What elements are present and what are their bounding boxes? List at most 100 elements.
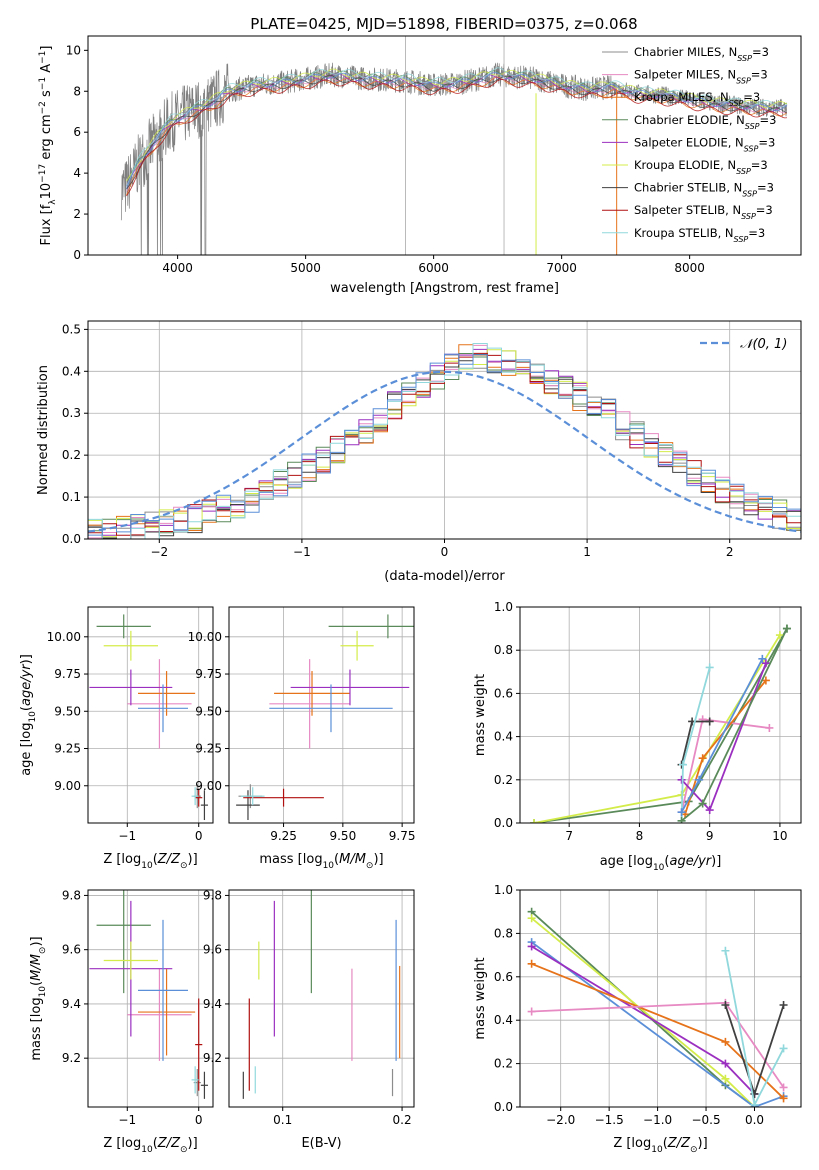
x-tick-label: −2 bbox=[150, 545, 168, 559]
plot-area-weight-vs-Z bbox=[527, 907, 788, 1107]
label-part: age [log bbox=[19, 723, 34, 776]
y-tick-label: 0.4 bbox=[494, 1013, 513, 1027]
label-part: )] bbox=[188, 1136, 198, 1151]
weight-marker bbox=[779, 1083, 788, 1092]
legend-text: Salpeter MILES, N bbox=[634, 68, 736, 82]
y-tick-label: 9.6 bbox=[62, 943, 81, 957]
legend-sub: SSP bbox=[736, 167, 751, 176]
y-tick-label: 9.8 bbox=[62, 888, 81, 902]
weight-marker bbox=[527, 942, 536, 951]
y-axis-label: mass weight bbox=[473, 674, 488, 756]
weight-marker bbox=[782, 624, 791, 633]
axes-mass-vs-Z: −1 09.29.49.69.8Z [log10(Z/Z⊙)]mass [log1… bbox=[29, 888, 214, 1155]
y-tick-label: 10 bbox=[66, 43, 81, 57]
weight-line bbox=[680, 718, 770, 813]
legend-label: Salpeter STELIB, NSSP=3 bbox=[634, 203, 773, 221]
label-part: 10 bbox=[38, 986, 48, 998]
label-part: 10 bbox=[651, 1145, 663, 1155]
y-tick-label: 0.0 bbox=[62, 532, 81, 546]
histogram-series bbox=[88, 352, 801, 536]
y-tick-label: 8 bbox=[73, 84, 81, 98]
legend-label: Chabrier STELIB, NSSP=3 bbox=[634, 181, 774, 199]
y-tick-label: 0.5 bbox=[62, 322, 81, 336]
y-tick-label: 0.0 bbox=[494, 1100, 513, 1114]
legend-text: Salpeter ELODIE, N bbox=[634, 135, 744, 149]
x-axis-label: mass [log10(M/M⊙)] bbox=[259, 852, 383, 871]
legend-label: Chabrier MILES, NSSP=3 bbox=[634, 45, 769, 63]
legend-label: 𝒩(0, 1) bbox=[740, 337, 787, 352]
weight-marker bbox=[677, 808, 686, 817]
legend-tail: =3 bbox=[757, 181, 774, 195]
x-tick-label: 0 bbox=[195, 829, 203, 843]
legend-label: Salpeter ELODIE, NSSP=3 bbox=[634, 135, 775, 153]
label-part: −1 bbox=[38, 51, 48, 64]
y-tick-label: 9.2 bbox=[203, 1051, 222, 1065]
legend-sub: SSP bbox=[745, 121, 760, 130]
label-part: age/yr bbox=[19, 663, 34, 706]
label-part: ( bbox=[663, 1136, 668, 1151]
axes-mass-vs-EBV: 0.1 0.2 9.2 9.4 9.6 9.8 E(B-V) bbox=[203, 888, 415, 1151]
label-part: ( bbox=[19, 706, 34, 711]
weight-marker bbox=[775, 631, 784, 640]
label-part: 10 bbox=[28, 711, 38, 723]
x-tick-label: 7 bbox=[565, 829, 573, 843]
x-tick-label: −1.0 bbox=[643, 1113, 672, 1127]
y-tick-label: 9.00 bbox=[195, 779, 222, 793]
x-tick-label: 9.75 bbox=[389, 829, 416, 843]
y-tick-label: 0.1 bbox=[62, 490, 81, 504]
y-tick-label: 9.75 bbox=[195, 667, 222, 681]
y-tick-label: 0.2 bbox=[494, 773, 513, 787]
axes-residual-histogram: −2 −1 0 1 2 0.0 0.1 0.2 0.3 0.4 0.5 𝒩(0, 1) (data-mo… bbox=[36, 320, 802, 584]
label-part: wavelength [Angstrom, rest frame] bbox=[330, 281, 559, 296]
x-tick-label: −0.5 bbox=[691, 1113, 720, 1127]
y-tick-label: 0.4 bbox=[62, 364, 81, 378]
x-tick-label: 8000 bbox=[674, 261, 705, 275]
label-part: )] bbox=[698, 1136, 708, 1151]
weight-marker bbox=[721, 946, 730, 955]
legend-tail: =3 bbox=[756, 203, 773, 217]
label-part: age/yr bbox=[669, 854, 712, 869]
y-tick-label: 0.2 bbox=[494, 1057, 513, 1071]
y-tick-label: 0.6 bbox=[494, 970, 513, 984]
y-tick-label: 4 bbox=[73, 166, 81, 180]
plot-area-spectrum bbox=[120, 36, 788, 255]
weight-marker bbox=[705, 717, 714, 726]
weight-marker bbox=[761, 676, 770, 685]
weight-marker bbox=[758, 654, 767, 663]
label-part: ⊙ bbox=[180, 1145, 188, 1155]
x-tick-label: 5000 bbox=[290, 261, 321, 275]
x-tick-label: 0.1 bbox=[273, 1113, 292, 1127]
legend-label: Kroupa STELIB, NSSP=3 bbox=[634, 226, 765, 244]
observed-spectrum bbox=[120, 62, 788, 255]
legend-label: Kroupa MILES, NSSP=3 bbox=[634, 90, 760, 108]
legend-sub: SSP bbox=[734, 234, 749, 243]
axes-frame bbox=[228, 889, 415, 1108]
axes-frame bbox=[519, 606, 802, 824]
x-axis-label: Z [log10(Z/Z⊙)] bbox=[613, 1136, 707, 1155]
weight-marker bbox=[721, 1059, 730, 1068]
model-spectrum bbox=[126, 67, 788, 187]
label-part: )] bbox=[29, 936, 44, 946]
normal-curve bbox=[88, 370, 801, 533]
legend-text: Chabrier STELIB, N bbox=[634, 181, 742, 195]
label-part: λ bbox=[48, 199, 58, 205]
label-part: A bbox=[39, 64, 54, 77]
y-tick-label: 10.00 bbox=[188, 630, 222, 644]
x-tick-label: 1 bbox=[583, 545, 591, 559]
legend-tail: =3 bbox=[748, 226, 765, 240]
label-part: Z [log bbox=[613, 1136, 651, 1151]
model-spectrum bbox=[126, 76, 788, 196]
plot-area-age-vs-Z bbox=[89, 614, 208, 821]
legend-sub: SSP bbox=[742, 189, 757, 198]
x-tick-label: 8 bbox=[636, 829, 644, 843]
y-tick-label: 9.2 bbox=[62, 1051, 81, 1065]
weight-marker bbox=[765, 723, 774, 732]
legend-text: Kroupa STELIB, N bbox=[634, 226, 734, 240]
y-axis-label: Normed distribution bbox=[36, 365, 51, 495]
label-part: (data-model)/error bbox=[384, 569, 505, 584]
label-part: Normed distribution bbox=[36, 365, 51, 495]
x-tick-label: −1 bbox=[293, 545, 311, 559]
y-tick-label: 9.50 bbox=[54, 704, 81, 718]
